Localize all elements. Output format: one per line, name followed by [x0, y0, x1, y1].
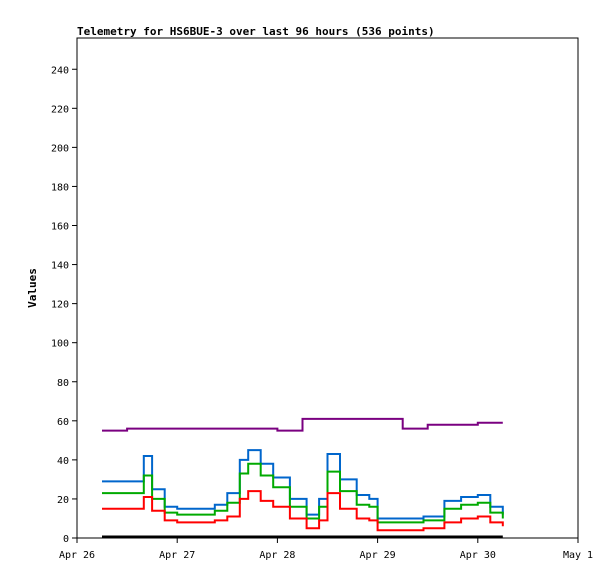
y-axis-label: Values — [26, 268, 39, 308]
y-tick-label: 120 — [51, 300, 69, 311]
y-tick-label: 60 — [57, 417, 69, 428]
x-tick-label: Apr 27 — [159, 550, 195, 561]
x-tick-label: Apr 30 — [460, 550, 496, 561]
y-tick-label: 100 — [51, 339, 69, 350]
chart-title: Telemetry for HS6BUE-3 over last 96 hour… — [77, 25, 435, 38]
x-tick-label: May 1 — [563, 550, 593, 561]
y-tick-label: 180 — [51, 182, 69, 193]
y-axis-ticks: 0 20 40 60 80 100 120 140 160 180 200 220 240 — [51, 65, 77, 545]
x-axis-ticks: Apr 26 Apr 27 Apr 28 Apr 29 Apr 30 May 1 — [59, 538, 593, 561]
y-tick-label: 80 — [57, 378, 69, 389]
y-tick-label: 240 — [51, 65, 69, 76]
y-tick-label: 160 — [51, 222, 69, 233]
y-tick-label: 200 — [51, 143, 69, 154]
y-tick-label: 20 — [57, 495, 69, 506]
series-layer — [102, 417, 504, 539]
series-line-4 — [102, 490, 504, 532]
x-tick-label: Apr 26 — [59, 550, 95, 561]
y-tick-label: 40 — [57, 456, 69, 467]
y-tick-label: 140 — [51, 261, 69, 272]
x-tick-label: Apr 29 — [360, 550, 396, 561]
series-line-2 — [102, 449, 504, 520]
y-tick-label: 220 — [51, 104, 69, 115]
x-tick-label: Apr 28 — [259, 550, 295, 561]
series-line-1 — [102, 417, 503, 432]
y-tick-label: 0 — [63, 534, 69, 545]
series-line-3 — [102, 462, 504, 524]
